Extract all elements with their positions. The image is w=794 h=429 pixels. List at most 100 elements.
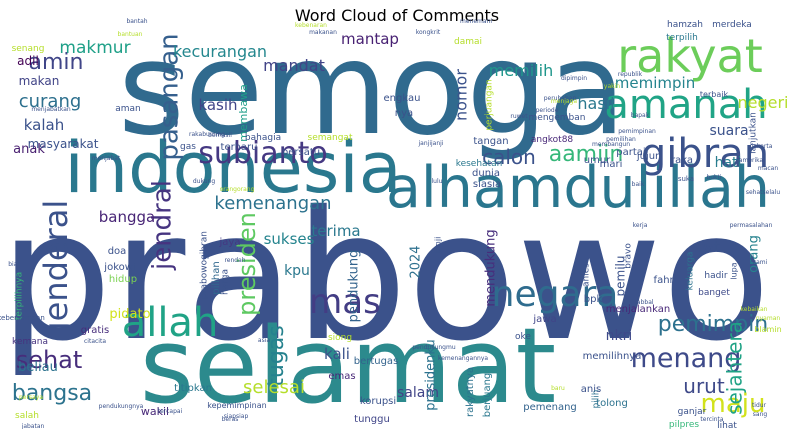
word-negeri: negeri — [737, 93, 788, 112]
word-anis: anis — [581, 384, 601, 395]
word-jendral: jendral — [148, 180, 178, 271]
word-adil: adil — [17, 54, 39, 68]
word-pendukungmu: pendukungmu — [412, 344, 455, 351]
word-blamin: blamin — [754, 325, 781, 334]
word-anies: anies — [582, 263, 592, 287]
word-menjaga: menjaga — [551, 98, 577, 105]
word-2024: 2024 — [409, 245, 424, 278]
word-baru: baru — [551, 385, 565, 392]
word-hidup: hidup — [109, 274, 137, 285]
word-lupa: lupa — [730, 262, 739, 279]
word-korupsi: korupsi — [360, 396, 396, 407]
word-selamat: selamat — [140, 305, 557, 427]
word-bangsa: bangsa — [12, 381, 92, 406]
word-pendukungnya: pendukungnya — [99, 403, 144, 410]
word-memilih: memilih — [489, 61, 554, 80]
word-gratis: gratis — [81, 325, 110, 336]
word-perjuangan: perjuangan — [485, 79, 495, 130]
word-harga: harga — [221, 269, 231, 295]
word-pilpres: pilpres — [669, 420, 699, 429]
word-terharu: terharu — [221, 142, 258, 153]
word-senang: senang — [12, 44, 45, 54]
word-fahri: fahri — [654, 275, 677, 286]
word-menjabatkan: menjabatkan — [31, 106, 71, 113]
word-terpilih: terpilih — [666, 33, 698, 43]
word-sehat: sehat — [16, 346, 83, 374]
word-sehatselalu: sehatselalu — [746, 189, 780, 196]
word-bahagia: bahagia — [245, 133, 281, 143]
word-maju: maju — [701, 389, 766, 419]
word-amanah: amanah — [604, 82, 767, 128]
word-biar: biar — [8, 261, 20, 268]
word-mantap: mantap — [341, 30, 399, 48]
word-subianto: subianto — [198, 136, 328, 171]
word-nkri: nkri — [606, 328, 633, 344]
word-partai: partai — [616, 147, 645, 158]
word-tercinta: tercinta — [700, 416, 724, 423]
word-lulu: lulu — [432, 178, 443, 185]
word-kepemimpinan: kepemimpinan — [207, 401, 266, 410]
word-kecurangan: kecurangan — [173, 42, 267, 61]
word-orang: orang — [747, 235, 762, 273]
word-kebenaran: kebenaran — [295, 22, 327, 29]
word-makan: makan — [19, 74, 60, 88]
word-rakabuming: rakabuming — [189, 131, 225, 138]
word-mari: mari — [600, 159, 623, 170]
word-emas: emas — [328, 371, 355, 382]
chart-title: Word Cloud of Comments — [294, 6, 500, 25]
word-menjalankan: menjalankan — [606, 304, 670, 315]
word-suara: suara — [709, 123, 748, 139]
word-jakarta: jakarta — [751, 143, 773, 150]
word-berhasil: berhasil — [208, 132, 232, 139]
word-salam: salam — [397, 385, 439, 401]
word-aman: aman — [115, 104, 141, 114]
word-tolong: tolong — [596, 398, 628, 409]
word-amin: amin — [29, 50, 84, 75]
word-beras: beras — [222, 416, 239, 423]
word-pemenang: pemenang — [523, 402, 577, 413]
word-sukses: sukses — [264, 230, 315, 248]
word-pemimpin: pemimpin — [658, 312, 769, 337]
word-bpk: bpk — [584, 294, 603, 305]
word-tidur: tidur — [752, 402, 767, 409]
word-bangga: bangga — [99, 208, 155, 226]
word-curang: curang — [19, 91, 82, 112]
word-tunggu: tunggu — [354, 414, 390, 425]
word-urut: urut — [683, 374, 725, 398]
word-bersatu: bersatu — [282, 147, 320, 158]
word-dunia: dunia — [472, 168, 500, 179]
word-jujur: jujur — [636, 151, 660, 162]
word-pasangan: pasangan — [155, 33, 185, 160]
word-bantuan: bantuan — [118, 31, 143, 38]
word-jaya: jaya — [219, 237, 241, 248]
word-jokowi: jokowi — [103, 262, 135, 273]
word-banget: banget — [698, 288, 730, 298]
word-rakyatnya: rakyatnya — [465, 367, 476, 417]
word-makmur: makmur — [59, 38, 130, 58]
word-kongkrit: kongkrit — [416, 29, 441, 36]
word-presidenku: presidenku — [424, 339, 439, 411]
word-terpilihnya: terpilihnya — [15, 272, 25, 320]
word-lihat: lihat — [717, 421, 737, 429]
word-engkau: engkau — [384, 93, 421, 104]
word-menang: menang — [631, 343, 742, 374]
word-tugas: tugas — [264, 325, 289, 386]
word-presiden: presiden — [233, 212, 261, 316]
word-bertugas: bertugas — [354, 356, 399, 367]
word-wakil: wakil — [141, 405, 169, 418]
word-mendukung: mendukung — [484, 229, 499, 306]
word-gas: gas — [180, 142, 196, 152]
word-republik: republik — [618, 71, 643, 78]
word-rakyat: rakyat — [617, 29, 763, 83]
word-pidato: pidato — [109, 307, 150, 322]
word-calon: calon — [482, 145, 536, 169]
word-bapak: bapak — [631, 112, 650, 119]
word-doa: doa — [108, 246, 127, 257]
word-sejahtera: sejahtera — [723, 321, 747, 415]
word-terbaik: terbaik — [700, 90, 729, 99]
word-memilihnya: memilihnya — [583, 351, 642, 362]
word-kebersamaan: kebersamaan — [0, 314, 45, 322]
word-masyarakat: masyarakat — [28, 137, 99, 151]
word-gibran: gibran — [641, 131, 769, 177]
word-suka: suka — [678, 175, 694, 183]
